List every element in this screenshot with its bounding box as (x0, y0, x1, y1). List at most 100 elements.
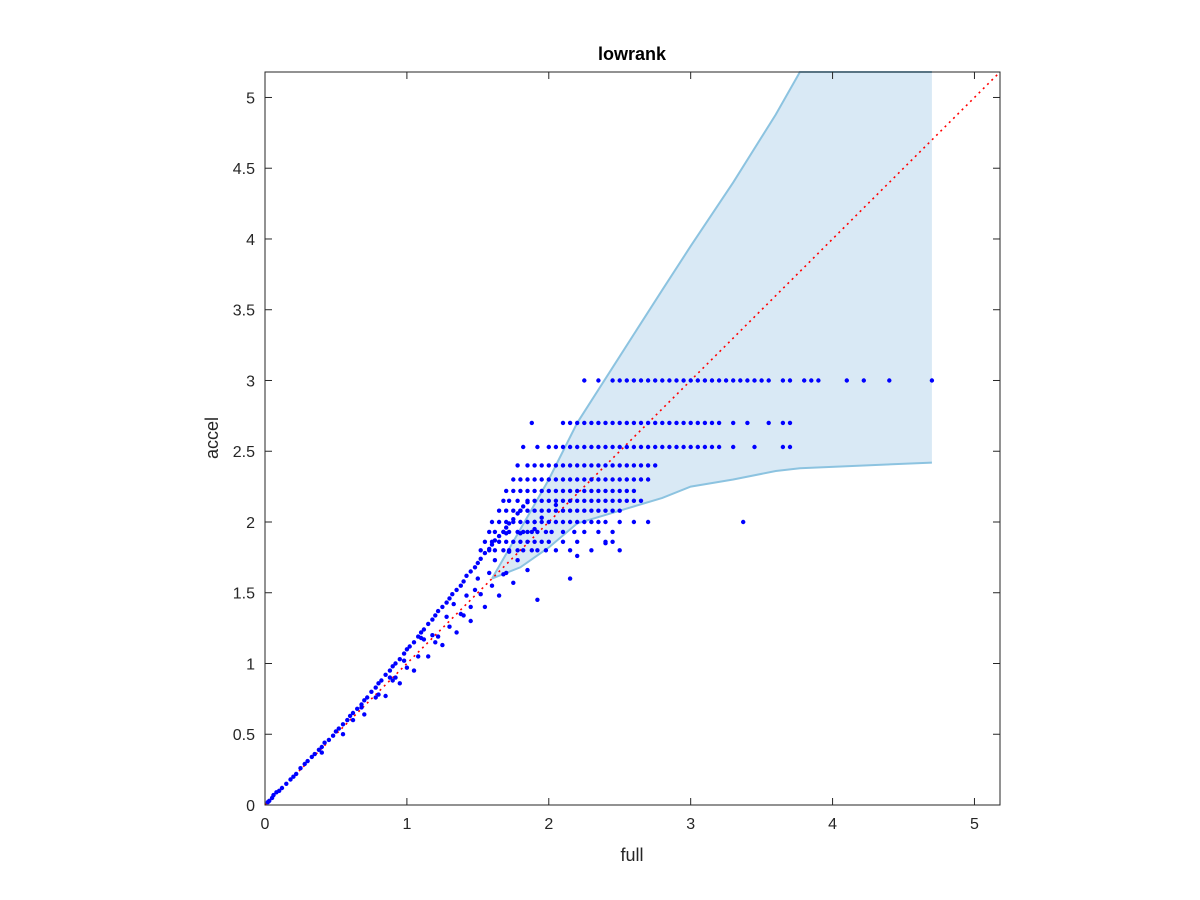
y-axis-label: accel (202, 417, 222, 459)
data-point (567, 488, 573, 494)
data-point (575, 420, 580, 426)
data-point (787, 444, 793, 450)
data-point (511, 508, 516, 513)
data-point (525, 500, 530, 505)
data-point (426, 654, 431, 659)
data-point (506, 498, 512, 503)
data-point (617, 519, 622, 525)
data-point (674, 444, 679, 450)
data-point (532, 463, 537, 468)
data-point (560, 463, 566, 468)
data-point (631, 420, 637, 426)
data-point (617, 444, 622, 450)
data-point (553, 498, 559, 503)
data-point (472, 587, 478, 593)
data-point (929, 378, 935, 383)
data-point (515, 498, 520, 503)
data-point (667, 378, 672, 383)
data-point (596, 378, 601, 383)
y-axis-ticks: 0 0.5 1 1.5 2 2.5 3 3.5 4 4.5 5 (233, 90, 1000, 815)
data-point (553, 444, 559, 450)
data-point (407, 644, 412, 649)
data-point (322, 740, 327, 745)
data-point (539, 519, 544, 525)
data-point (475, 576, 480, 581)
y-tick-label: 0 (246, 798, 255, 815)
data-point (688, 444, 693, 450)
data-point (645, 378, 651, 383)
data-point (397, 657, 402, 662)
data-point (515, 463, 520, 468)
data-point (496, 519, 502, 525)
data-point (560, 539, 566, 544)
data-point (532, 477, 537, 482)
data-point (518, 531, 523, 536)
data-point (560, 498, 566, 503)
data-point (617, 548, 622, 553)
data-point (546, 477, 551, 482)
x-tick-label: 3 (686, 816, 695, 833)
data-point (444, 600, 449, 605)
data-point (617, 463, 622, 468)
data-point (489, 519, 495, 525)
data-point (387, 668, 393, 673)
data-point (716, 378, 722, 383)
data-point (653, 378, 658, 383)
data-point (330, 733, 336, 738)
data-point (302, 761, 307, 767)
data-point (553, 463, 559, 468)
data-point (560, 529, 566, 535)
data-point (525, 519, 530, 525)
data-point (695, 378, 700, 383)
data-point (319, 750, 324, 755)
data-point (532, 498, 537, 503)
data-point (582, 519, 587, 525)
data-point (447, 596, 452, 601)
data-point (271, 792, 276, 798)
data-point (291, 774, 296, 779)
data-point (603, 477, 608, 482)
data-point (575, 488, 580, 494)
data-point (596, 498, 601, 503)
axes-box (264, 71, 1001, 806)
data-point (525, 477, 530, 482)
data-point (387, 675, 393, 680)
data-point (695, 420, 700, 426)
data-point (539, 463, 544, 468)
data-point (426, 621, 431, 627)
data-point (624, 420, 629, 426)
data-point (340, 722, 346, 727)
data-point (610, 529, 615, 535)
data-point (404, 647, 410, 652)
y-tick-label: 3.5 (233, 303, 255, 320)
data-point (535, 548, 540, 553)
data-point (567, 463, 573, 468)
data-point (418, 630, 424, 635)
band-fill (492, 72, 932, 579)
data-point (489, 583, 495, 588)
data-point (603, 508, 608, 513)
data-point (617, 477, 622, 482)
data-point (539, 515, 544, 520)
data-point (624, 477, 629, 482)
data-point (464, 573, 469, 578)
data-point (525, 567, 530, 573)
data-point (787, 420, 793, 426)
data-point (511, 539, 516, 544)
data-point (454, 587, 459, 593)
data-point (596, 488, 601, 494)
data-point (535, 444, 540, 450)
data-point (731, 420, 736, 426)
data-point (326, 737, 332, 743)
data-point (504, 570, 509, 576)
data-point (861, 378, 866, 383)
data-point (617, 498, 622, 503)
data-point (589, 477, 594, 482)
data-point (525, 508, 530, 513)
data-point (603, 488, 608, 494)
data-point (631, 378, 637, 383)
data-point (511, 580, 516, 585)
data-point (702, 378, 708, 383)
data-point (373, 685, 378, 690)
data-point (752, 378, 757, 383)
